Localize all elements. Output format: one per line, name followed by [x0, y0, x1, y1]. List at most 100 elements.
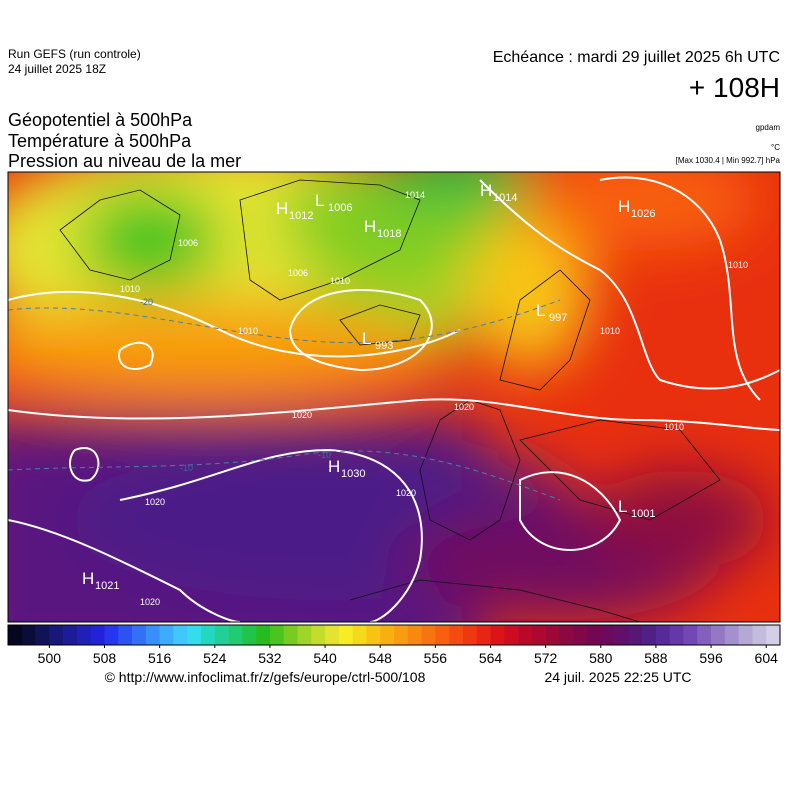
- center-letter: H: [82, 569, 94, 588]
- colorbar-cell: [366, 625, 381, 645]
- colorbar-cell: [490, 625, 505, 645]
- colorbar-cell: [752, 625, 767, 645]
- isobar-label: 1010: [664, 422, 684, 432]
- colorbar-cell: [8, 625, 23, 645]
- colorbar-frame: [7, 624, 781, 646]
- colorbar-tick-label: 588: [644, 650, 668, 666]
- colorbar-cell: [614, 625, 629, 645]
- colorbar-cell: [435, 625, 450, 645]
- colorbar-cell: [394, 625, 409, 645]
- colorbar-tick-label: 516: [148, 650, 172, 666]
- center-value: 1018: [377, 228, 401, 240]
- colorbar-tick-label: 508: [93, 650, 117, 666]
- temperature-label: -10: [180, 463, 193, 473]
- center-value: 1021: [95, 580, 119, 592]
- colorbar-tick-label: 596: [699, 650, 723, 666]
- colorbar-tick-label: 564: [479, 650, 503, 666]
- colorbar-cell: [49, 625, 64, 645]
- colorbar-cell: [118, 625, 133, 645]
- colorbar-cell: [311, 625, 326, 645]
- valid-time: Echéance : mardi 29 juillet 2025 6h UTC: [493, 49, 780, 66]
- colorbar-cell: [76, 625, 92, 645]
- colorbar-cell: [228, 625, 243, 645]
- colorbar-cell: [711, 625, 726, 645]
- center-value: 1006: [328, 202, 352, 214]
- colorbar-cell: [35, 625, 50, 645]
- colorbar-cell: [628, 625, 643, 645]
- colorbar-cell: [338, 625, 353, 645]
- center-value: 1001: [631, 508, 655, 520]
- colorbar-cell: [738, 625, 753, 645]
- map-frame: [7, 171, 781, 623]
- center-letter: L: [618, 497, 627, 516]
- colorbar-cell: [407, 625, 422, 645]
- map: [8, 172, 780, 622]
- center-value: 993: [375, 340, 393, 352]
- colorbar-tick-label: 500: [38, 650, 62, 666]
- colorbar-cell: [63, 625, 78, 645]
- temperature-label: -20: [140, 297, 153, 307]
- colorbar-cell: [683, 625, 698, 645]
- colorbar-tick-label: 540: [313, 650, 337, 666]
- center-letter: H: [328, 457, 340, 476]
- center-letter: H: [364, 217, 376, 236]
- center-letter: L: [315, 191, 324, 210]
- colorbar-tick-label: 580: [589, 650, 613, 666]
- colorbar-cell: [90, 625, 105, 645]
- isobar-label: 1010: [728, 260, 748, 270]
- colorbar-cell: [655, 625, 671, 645]
- colorbar-cell: [380, 625, 395, 645]
- center-letter: L: [536, 301, 545, 320]
- colorbar-cell: [214, 625, 229, 645]
- colorbar-tick-label: 524: [203, 650, 227, 666]
- colorbar-tick-label: 556: [424, 650, 448, 666]
- colorbar-cell: [201, 625, 216, 645]
- colorbar-cell: [476, 625, 491, 645]
- center-value: 1026: [631, 208, 655, 220]
- colorbar-cell: [325, 625, 340, 645]
- colorbar-cell: [545, 625, 560, 645]
- colorbar-cell: [600, 625, 615, 645]
- colorbar-tick-label: 532: [258, 650, 282, 666]
- colorbar-cell: [462, 625, 478, 645]
- colorbar-cell: [518, 625, 533, 645]
- title-temperature: Température à 500hPa: [8, 131, 192, 151]
- colorbar-cell: [449, 625, 464, 645]
- colorbar-cell: [504, 625, 519, 645]
- colorbar-cell: [173, 625, 188, 645]
- colorbar-tick-label: 572: [534, 650, 558, 666]
- colorbar-cell: [159, 625, 174, 645]
- colorbar-cell: [132, 625, 147, 645]
- lead-time: + 108H: [689, 72, 780, 103]
- center-letter: H: [480, 181, 492, 200]
- isobar-label: 1010: [238, 326, 258, 336]
- colorbar-cell: [297, 625, 312, 645]
- isobar-label: 1006: [288, 268, 308, 278]
- isobar-label: 1006: [178, 238, 198, 248]
- colorbar-cell: [104, 625, 119, 645]
- colorbar-cell: [352, 625, 367, 645]
- colorbar-cell: [242, 625, 257, 645]
- isobar-label: 1020: [145, 497, 165, 507]
- colorbar-cell: [559, 625, 574, 645]
- title-pressure: Pression au niveau de la mer: [8, 151, 241, 171]
- colorbar-cell: [283, 625, 298, 645]
- colorbar-tick-label: 548: [369, 650, 393, 666]
- colorbar-cell: [766, 625, 781, 645]
- colorbar-cell: [145, 625, 160, 645]
- run-label: Run GEFS (run controle): [8, 47, 141, 61]
- colorbar-cell: [256, 625, 271, 645]
- isobar-label: 1020: [292, 410, 312, 420]
- isobar-label: 1020: [396, 488, 416, 498]
- isobar-label: 1010: [600, 326, 620, 336]
- center-letter: H: [276, 199, 288, 218]
- colorbar-cell: [187, 625, 202, 645]
- footer-url: © http://www.infoclimat.fr/z/gefs/europe…: [105, 669, 426, 685]
- colorbar-cell: [724, 625, 739, 645]
- unit-temp: °C: [771, 143, 780, 152]
- temperature-label: -10: [318, 450, 331, 460]
- colorbar-cell: [642, 625, 657, 645]
- unit-gpdam: gpdam: [756, 123, 781, 132]
- isobar-label: 1014: [405, 190, 425, 200]
